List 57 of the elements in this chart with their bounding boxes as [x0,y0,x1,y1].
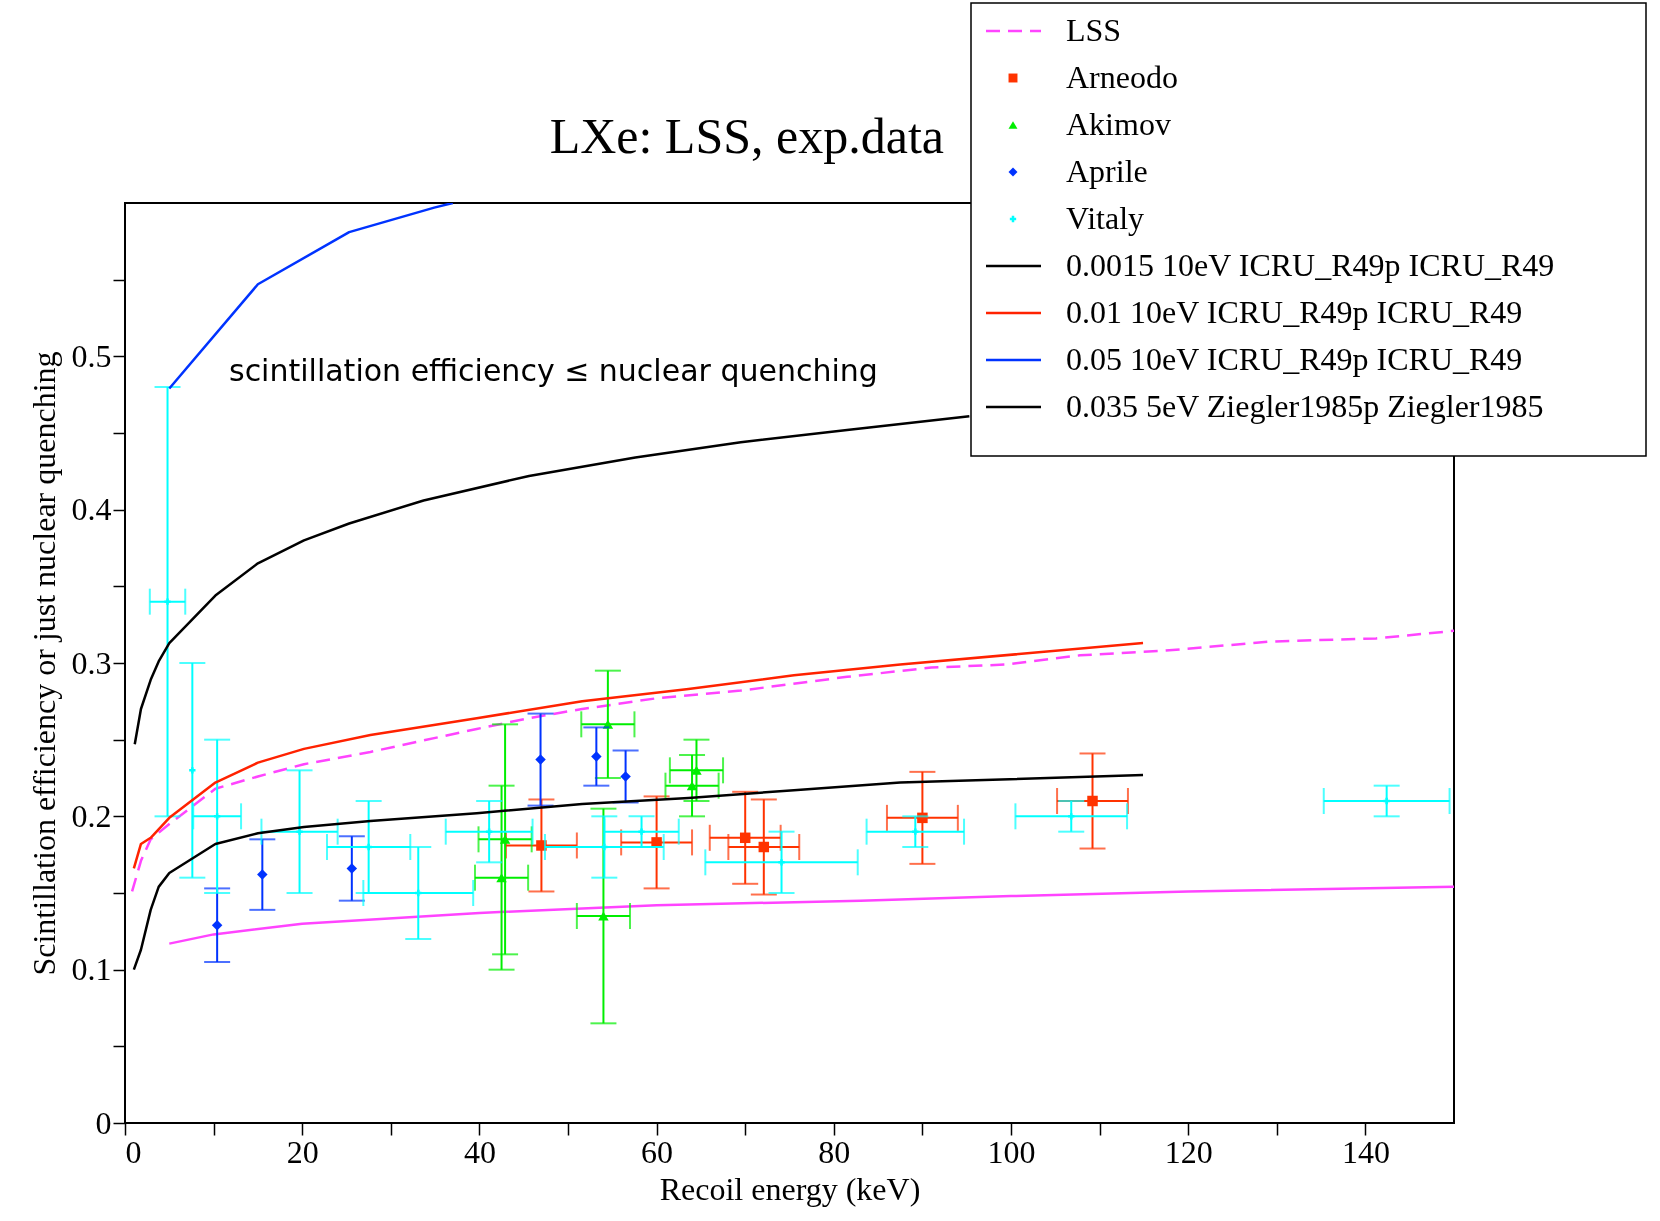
point [1068,813,1075,820]
y-axis-title: Scintillation efficiency or just nuclear quenching [25,351,62,976]
point [912,828,919,835]
point [346,863,358,874]
legend-label: Vitaly [1066,200,1145,236]
point [591,751,602,762]
point [499,834,511,844]
x-tick-label: 120 [1164,1133,1213,1170]
legend-label: Akimov [1066,106,1171,142]
x-tick-label: 20 [286,1133,319,1170]
point [598,911,609,921]
y-tick-label: 0.3 [71,644,112,681]
x-axis-title: Recoil energy (keV) [659,1170,921,1207]
point [1383,797,1390,805]
point [164,598,171,605]
legend-label: Aprile [1066,153,1148,189]
point [620,771,631,782]
y-tick-label: 0 [95,1104,112,1141]
line-series [130,629,1454,893]
x-tick-label: 40 [463,1133,496,1170]
point [638,828,645,835]
x-tick-label: 0 [125,1133,142,1170]
x-tick-label: 140 [1341,1133,1390,1170]
point [211,919,223,931]
point [535,754,546,765]
legend-label: 0.0015 10eV ICRU_R49p ICRU_R49 [1066,247,1555,283]
point [485,828,493,835]
legend-label: 0.01 10eV ICRU_R49p ICRU_R49 [1066,294,1523,330]
legend-label: Arneodo [1066,59,1178,95]
legend-label: 0.035 5eV Ziegler1985p Ziegler1985 [1066,388,1544,424]
y-tick-label: 0.5 [71,337,112,374]
point [213,813,221,820]
point [739,832,751,844]
line-series [132,773,1145,971]
line-series [168,885,1454,945]
x-tick-label: 80 [818,1133,851,1170]
point [778,859,785,866]
point [189,767,196,774]
line-series [132,641,1145,870]
point [686,781,698,791]
point [415,889,422,897]
point [1087,795,1098,807]
point [257,869,268,880]
annotation: scintillation efficiency ≤ nuclear quenching [229,353,878,388]
y-tick-label: 0.4 [71,491,112,528]
legend-label: 0.05 10eV ICRU_R49p ICRU_R49 [1066,341,1523,377]
y-tick-label: 0.2 [71,797,112,834]
y-tick-label: 0.1 [71,951,112,988]
point [758,841,770,853]
x-tick-label: 60 [641,1133,674,1170]
chart-title: LXe: LSS, exp.data [549,108,944,164]
point [296,828,303,835]
x-tick-label: 100 [987,1133,1036,1170]
legend-label: LSS [1066,12,1122,48]
point [365,843,372,851]
point [601,843,608,851]
point [496,873,507,883]
